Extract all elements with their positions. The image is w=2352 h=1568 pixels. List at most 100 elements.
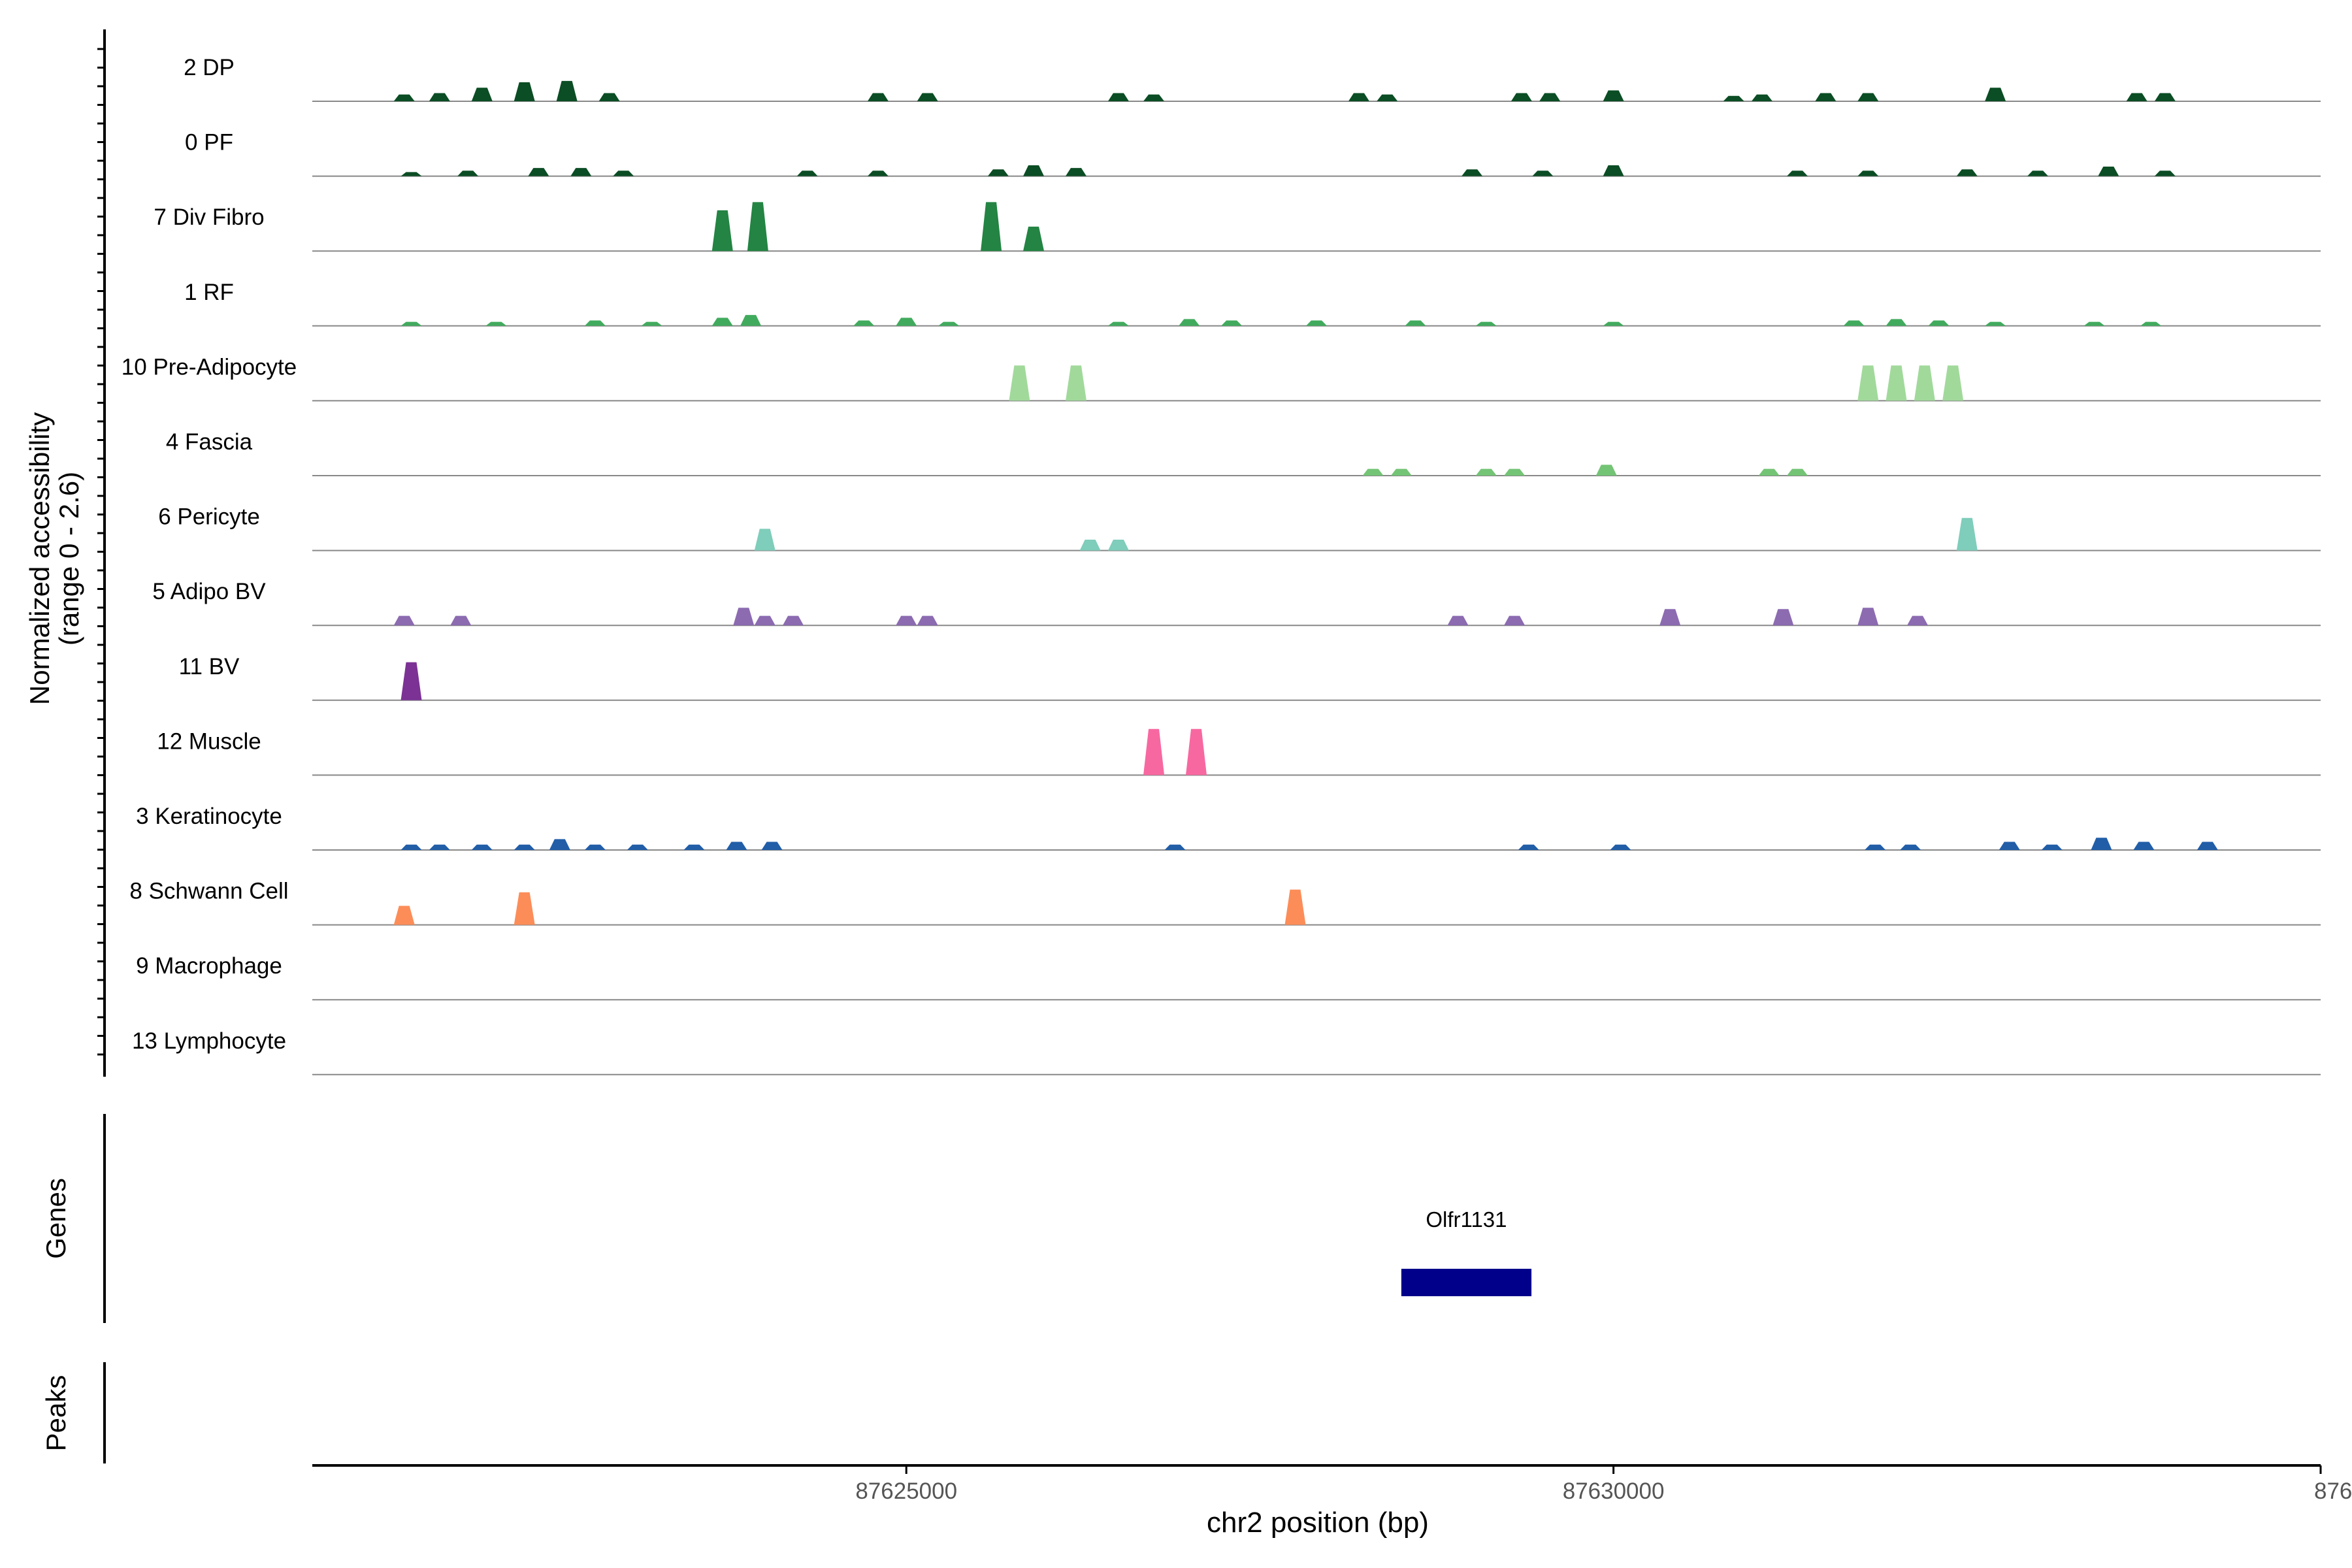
coverage-peak [584,320,606,326]
coverage-peak [393,615,415,626]
coverage-peak [1857,608,1879,626]
coverage-peak [1787,468,1808,476]
track-label: 5 Adipo BV [152,579,266,604]
coverage-peak [2154,171,2176,176]
x-axis-ticks: 87625000 87630000 8763500 [855,1465,2352,1504]
coverage-peak [733,608,755,626]
coverage-peak [1723,95,1744,101]
coverage-peak [711,210,733,252]
coverage-peak [1659,609,1681,626]
coverage-peak [400,172,422,176]
track-label: 6 Pericyte [158,504,260,530]
coverage-peak [514,82,535,101]
coverage-peak [1462,169,1483,176]
coverage-peak [1518,844,1539,850]
track-label: 13 Lymphocyte [132,1028,286,1054]
track-label: 7 Div Fibro [154,204,264,230]
coverage-peak [1928,320,1950,326]
coverage-peak [747,202,768,252]
track-label: 8 Schwann Cell [129,879,288,904]
track-label: 1 RF [184,280,234,305]
coverage-peak [556,80,578,101]
coverage-peak [896,615,917,626]
coverage-peak [1758,468,1780,476]
coverage-peak [1348,93,1369,101]
coverage-peak [1956,169,1978,176]
coverage-peak [726,841,747,850]
coverage-peak [2091,838,2112,850]
coverage-peak [400,844,422,850]
coverage-peak [1539,93,1561,101]
coverage-peak [1065,365,1086,401]
coverage-peak [1886,319,1907,326]
track-3-keratinocyte: 3 Keratinocyte [136,804,2321,851]
coverage-peak [598,93,620,101]
coverage-peak [867,171,889,176]
x-tick-label: 8763500 [2314,1478,2352,1504]
coverage-peak [1857,365,1879,401]
track-5-adipo-bv: 5 Adipo BV [152,579,2321,627]
coverage-peak [1377,94,1398,101]
coverage-peak [1306,320,1327,326]
coverage-peak [1865,844,1886,850]
coverage-peak [1914,365,1935,401]
gene-label: Olfr1131 [1426,1207,1507,1232]
track-label: 9 Macrophage [136,953,282,979]
coverage-peak [1595,465,1617,476]
coverage-peak [429,93,450,101]
gene-annotations: Olfr1131 [1401,1207,1532,1296]
coverage-peak [754,615,776,626]
coverage-peak [1390,468,1412,476]
y-axis-label: Normalized accessibility [24,412,55,705]
track-label: 12 Muscle [157,728,261,754]
coverage-peak [1164,844,1186,850]
coverage-peak [450,615,472,626]
track-13-lymphocyte: 13 Lymphocyte [132,1028,2321,1075]
coverage-peak [867,93,889,101]
coverage-peak [1603,90,1624,101]
coverage-peak [514,892,535,925]
coverage-peak [1023,165,1045,176]
coverage-peak [987,169,1009,176]
track-7-div-fibro: 7 Div Fibro [154,202,2321,252]
coverage-peak [1603,321,1624,326]
coverage-peak [2027,171,2049,176]
coverage-peak [485,321,507,326]
coverage-peak [549,839,570,850]
gene-body [1401,1269,1532,1296]
coverage-peak [1475,321,1497,326]
coverage-peak [528,168,549,176]
coverage-peak [471,844,493,850]
genes-panel-label: Genes [41,1178,71,1259]
coverage-peak [938,321,960,326]
coverage-peak [761,841,783,850]
coverage-peak [393,94,415,101]
coverage-peak [2140,321,2162,326]
coverage-peak [400,662,422,700]
x-axis-label: chr2 position (bp) [1207,1507,1429,1539]
coverage-peak [1603,165,1624,176]
coverage-peak [457,171,479,176]
coverage-peak [1857,93,1879,101]
coverage-peak [1362,468,1384,476]
track-label: 3 Keratinocyte [136,804,282,829]
coverage-peak [613,171,634,176]
coverage-peak [1405,320,1426,326]
track-0-pf: 0 PF [185,130,2321,177]
track-12-muscle: 12 Muscle [157,728,2321,776]
coverage-peak [1985,321,2006,326]
coverage-peak [1107,321,1129,326]
coverage-peak [1511,93,1532,101]
coverage-peak [584,844,606,850]
track-label: 2 DP [184,55,235,80]
coverage-peak [783,615,804,626]
track-6-pericyte: 6 Pericyte [158,504,2321,551]
track-9-macrophage: 9 Macrophage [136,953,2321,1001]
coverage-peak [1985,88,2006,101]
coverage-peak [1843,320,1865,326]
peaks-panel-label: Peaks [41,1375,71,1452]
coverage-peak [514,844,535,850]
coverage-peak [1504,615,1526,626]
coverage-peak [917,93,938,101]
